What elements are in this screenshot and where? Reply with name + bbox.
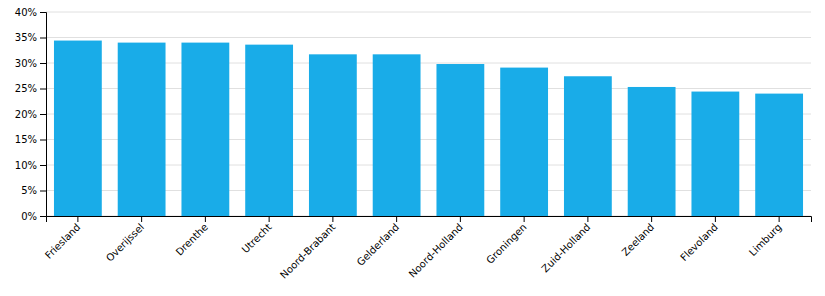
x-tick-label: Flevoland: [678, 221, 720, 263]
bar: [628, 87, 676, 216]
y-tick: 15%: [15, 134, 46, 145]
bars: [54, 41, 803, 216]
x-tick-mark: [77, 216, 78, 222]
x-tick-mark: [332, 216, 333, 222]
x-tick-mark: [587, 216, 588, 222]
x-tick-label: Gelderland: [355, 221, 402, 268]
bar: [181, 43, 229, 216]
y-tick: 40%: [15, 7, 46, 18]
y-tick-mark: [40, 114, 46, 115]
x-tick: Noord-Brabant: [278, 216, 338, 281]
x-tick: Zeeland: [620, 216, 657, 258]
bar: [245, 45, 293, 216]
x-tick-label: Groningen: [484, 221, 529, 266]
x-tick-mark: [269, 216, 270, 222]
grid: [46, 12, 811, 216]
y-tick: 35%: [15, 32, 46, 43]
chart: 0% 5% 10% 15% 20% 25% 30% 35% 40% Friesland Overij…: [0, 0, 825, 296]
bar: [118, 43, 166, 216]
chart-container: 0% 5% 10% 15% 20% 25% 30% 35% 40% Friesland Overij…: [0, 0, 825, 296]
y-tick-mark: [40, 12, 46, 13]
x-tick-mark: [396, 216, 397, 222]
y-tick-mark: [40, 89, 46, 90]
y-tick: 25%: [15, 83, 46, 94]
x-tick: Friesland: [43, 216, 83, 261]
y-tick-mark: [40, 216, 46, 217]
bar: [54, 41, 102, 216]
x-axis: Friesland Overijssel Drenthe UtrechtNoord-B…: [43, 216, 812, 281]
y-tick-mark: [40, 191, 46, 192]
x-tick-label: Zuid-Holland: [539, 221, 592, 274]
bar: [500, 68, 548, 216]
x-tick-label: Noord-Holland: [407, 221, 465, 279]
x-tick: Overijssel: [104, 216, 146, 264]
x-tick-label: Limburg: [747, 221, 784, 258]
y-tick-label: 35%: [15, 32, 37, 43]
y-tick-label: 5%: [21, 185, 37, 196]
x-tick-label: Friesland: [43, 221, 83, 261]
x-tick: Flevoland: [678, 216, 720, 263]
x-tick-label: Utrecht: [240, 221, 274, 255]
x-tick-mark: [205, 216, 206, 222]
y-axis: 0% 5% 10% 15% 20% 25% 30% 35% 40%: [15, 7, 47, 222]
bar: [436, 64, 484, 216]
y-tick-mark: [40, 165, 46, 166]
x-tick-mark: [524, 216, 525, 222]
bar: [309, 54, 357, 216]
bar: [564, 76, 612, 216]
y-tick-label: 0%: [21, 211, 37, 222]
y-tick-label: 40%: [15, 7, 37, 18]
x-tick: Utrecht: [240, 216, 274, 255]
x-tick-label: Drenthe: [174, 221, 210, 257]
x-tick-label: Zeeland: [620, 221, 657, 258]
x-tick-label: Overijssel: [104, 221, 146, 263]
y-tick: 0%: [21, 211, 46, 222]
x-tick: Groningen: [484, 216, 529, 266]
x-axis-line: [47, 217, 812, 223]
y-tick-mark: [40, 63, 46, 64]
y-tick: 30%: [15, 58, 46, 69]
x-tick: Limburg: [747, 216, 784, 258]
y-tick-mark: [40, 140, 46, 141]
y-tick-label: 15%: [15, 134, 37, 145]
bar: [373, 54, 421, 216]
x-tick: Drenthe: [174, 216, 210, 258]
x-tick: Zuid-Holland: [539, 216, 592, 274]
y-tick: 20%: [15, 109, 46, 120]
y-tick: 10%: [15, 160, 46, 171]
x-tick-mark: [651, 216, 652, 222]
x-tick: Noord-Holland: [407, 216, 465, 280]
y-tick-label: 20%: [15, 109, 37, 120]
plot: 0% 5% 10% 15% 20% 25% 30% 35% 40% Friesland Overij…: [15, 7, 812, 281]
grid-line: [46, 12, 811, 13]
y-tick-label: 10%: [15, 160, 37, 171]
y-axis-line: [40, 13, 47, 217]
y-tick-label: 25%: [15, 83, 37, 94]
x-tick-mark: [141, 216, 142, 222]
bar: [691, 92, 739, 216]
bar: [755, 94, 803, 216]
x-tick: Gelderland: [355, 216, 402, 268]
x-tick-mark: [715, 216, 716, 222]
y-tick-mark: [40, 38, 46, 39]
x-tick-mark: [460, 216, 461, 222]
x-tick-label: Noord-Brabant: [278, 221, 338, 281]
y-tick-label: 30%: [15, 58, 37, 69]
grid-line: [46, 37, 811, 38]
x-tick-mark: [779, 216, 780, 222]
y-tick: 5%: [21, 185, 46, 196]
